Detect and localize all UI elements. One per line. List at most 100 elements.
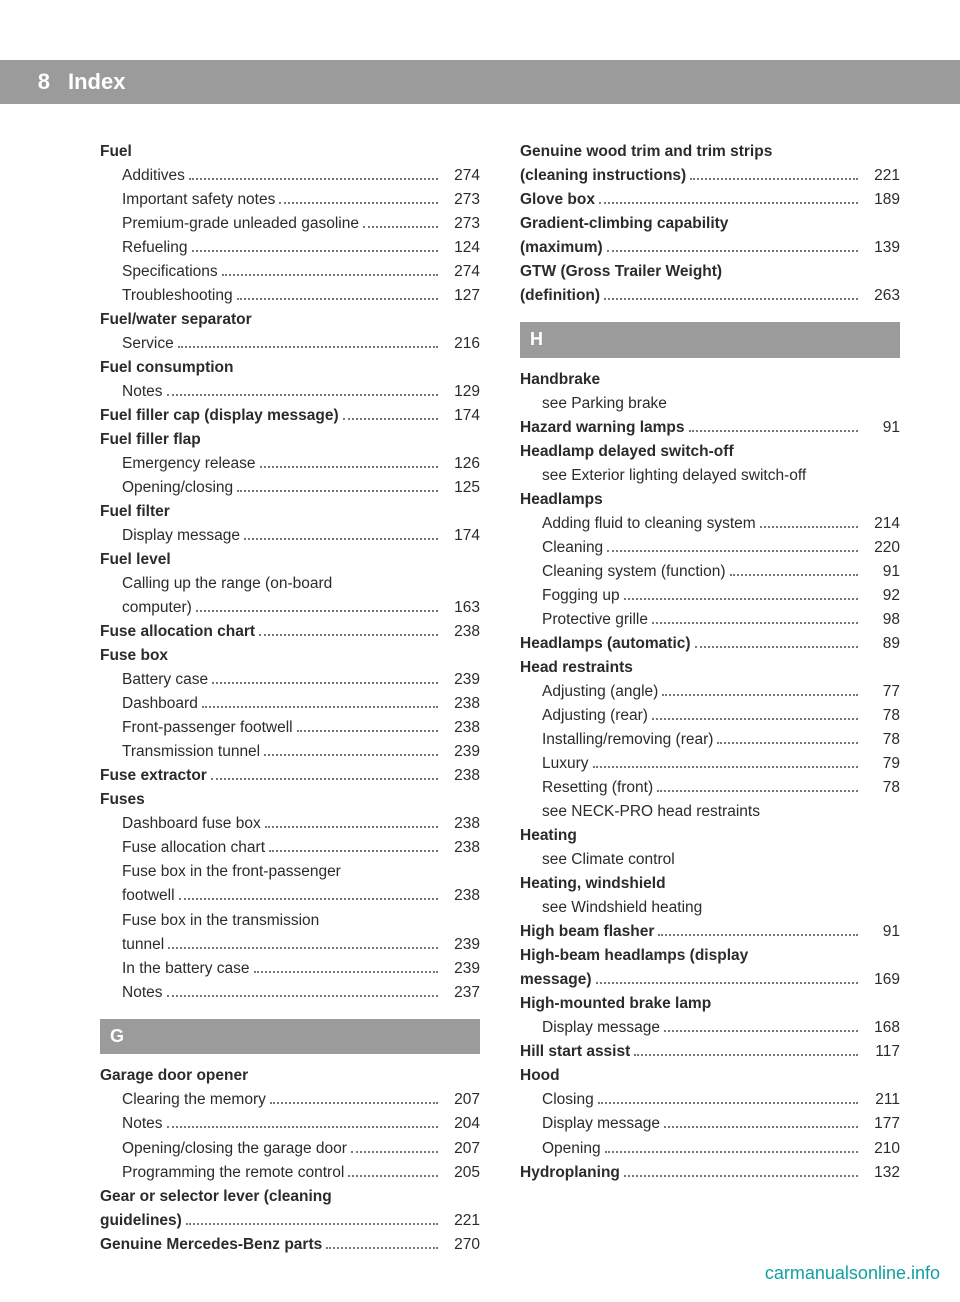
index-page-ref: 177 <box>862 1112 900 1136</box>
index-page-ref: 125 <box>442 476 480 500</box>
index-entry: Hood <box>520 1064 900 1088</box>
index-label: Notes <box>122 981 163 1005</box>
dot-leaders <box>695 637 858 648</box>
index-label: Headlamps <box>520 488 603 512</box>
index-page-ref: 274 <box>442 260 480 284</box>
index-label: (cleaning instructions) <box>520 164 686 188</box>
content-area: FuelAdditives 274 Important safety notes 27… <box>100 140 900 1222</box>
dot-leaders <box>689 421 858 432</box>
index-page-ref: 220 <box>862 536 900 560</box>
index-page-ref: 78 <box>862 776 900 800</box>
index-label: Service <box>122 332 174 356</box>
dot-leaders <box>605 1142 858 1153</box>
index-entry: Handbrake <box>520 368 900 392</box>
index-label: see Parking brake <box>542 392 667 416</box>
index-entry: Display message174 <box>100 524 480 548</box>
index-entry: Adjusting (rear)78 <box>520 704 900 728</box>
index-label: Adding fluid to cleaning system <box>542 512 756 536</box>
index-entry: Troubleshooting127 <box>100 284 480 308</box>
dot-leaders <box>690 169 858 180</box>
dot-leaders <box>192 241 439 252</box>
index-entry: Hazard warning lamps91 <box>520 416 900 440</box>
index-label: (maximum) <box>520 236 603 260</box>
index-entry: computer)163 <box>100 596 480 620</box>
dot-leaders <box>178 337 438 348</box>
index-page-ref: 91 <box>862 920 900 944</box>
index-entry: Service 216 <box>100 332 480 356</box>
index-page-ref: 239 <box>442 957 480 981</box>
index-page-ref: 91 <box>862 560 900 584</box>
index-entry: Garage door opener <box>100 1064 480 1088</box>
dot-leaders <box>168 938 438 949</box>
index-page-ref: 132 <box>862 1161 900 1185</box>
dot-leaders <box>211 770 438 781</box>
index-label: Important safety notes <box>122 188 275 212</box>
index-page-ref: 91 <box>862 416 900 440</box>
page-title: Index <box>60 69 125 95</box>
index-entry: GTW (Gross Trailer Weight) <box>520 260 900 284</box>
index-entry: Specifications274 <box>100 260 480 284</box>
left-column: FuelAdditives 274 Important safety notes 27… <box>100 140 480 1222</box>
dot-leaders <box>624 589 858 600</box>
page-number: 8 <box>0 69 60 95</box>
index-entry: Important safety notes 273 <box>100 188 480 212</box>
index-label: Fuse allocation chart <box>122 836 265 860</box>
index-label: Fuel/water separator <box>100 308 252 332</box>
dot-leaders <box>363 217 438 228</box>
index-entry: Transmission tunnel239 <box>100 740 480 764</box>
index-entry: see Parking brake <box>520 392 900 416</box>
index-label: Troubleshooting <box>122 284 233 308</box>
dot-leaders <box>730 565 859 576</box>
index-label: Glove box <box>520 188 595 212</box>
index-label: Battery case <box>122 668 208 692</box>
index-label: Heating <box>520 824 577 848</box>
index-label: Refueling <box>122 236 188 260</box>
dot-leaders <box>179 890 438 901</box>
dot-leaders <box>186 1214 438 1225</box>
index-page-ref: 273 <box>442 188 480 212</box>
index-label: Display message <box>542 1016 660 1040</box>
index-label: Genuine Mercedes-Benz parts <box>100 1233 322 1257</box>
index-page-ref: 273 <box>442 212 480 236</box>
index-entry: Fuse box <box>100 644 480 668</box>
index-label: Fuse box in the front-passenger <box>122 860 341 884</box>
index-entry: Installing/removing (rear)78 <box>520 728 900 752</box>
index-entry: Fuel level <box>100 548 480 572</box>
index-label: Additives <box>122 164 185 188</box>
index-label: Programming the remote control <box>122 1161 344 1185</box>
index-label: Notes <box>122 380 163 404</box>
index-entry: Headlamps (automatic)89 <box>520 632 900 656</box>
index-page-ref: 126 <box>442 452 480 476</box>
index-entry: Fuel <box>100 140 480 164</box>
index-label: In the battery case <box>122 957 250 981</box>
index-label: Adjusting (angle) <box>542 680 658 704</box>
dot-leaders <box>167 385 439 396</box>
index-label: Front-passenger footwell <box>122 716 293 740</box>
index-label: Dashboard fuse box <box>122 812 261 836</box>
dot-leaders <box>237 289 438 300</box>
dot-leaders <box>270 1094 438 1105</box>
index-entry: Premium-grade unleaded gasoline273 <box>100 212 480 236</box>
index-page-ref: 216 <box>442 332 480 356</box>
dot-leaders <box>596 974 858 985</box>
index-entry: (definition)263 <box>520 284 900 308</box>
index-page-ref: 117 <box>862 1040 900 1064</box>
index-label: Opening/closing <box>122 476 233 500</box>
index-label: Hill start assist <box>520 1040 630 1064</box>
index-entry: Gradient-climbing capability <box>520 212 900 236</box>
index-page-ref: 263 <box>862 284 900 308</box>
dot-leaders <box>624 1166 858 1177</box>
index-label: Cleaning system (function) <box>542 560 726 584</box>
index-label: Headlamps (automatic) <box>520 632 691 656</box>
index-page-ref: 239 <box>442 740 480 764</box>
index-label: Fuse allocation chart <box>100 620 255 644</box>
index-page-ref: 237 <box>442 981 480 1005</box>
index-label: Fuses <box>100 788 145 812</box>
index-page-ref: 239 <box>442 668 480 692</box>
dot-leaders <box>351 1142 438 1153</box>
dot-leaders <box>202 698 438 709</box>
index-page-ref: 238 <box>442 692 480 716</box>
index-page-ref: 238 <box>442 764 480 788</box>
index-page-ref: 238 <box>442 812 480 836</box>
index-page-ref: 189 <box>862 188 900 212</box>
